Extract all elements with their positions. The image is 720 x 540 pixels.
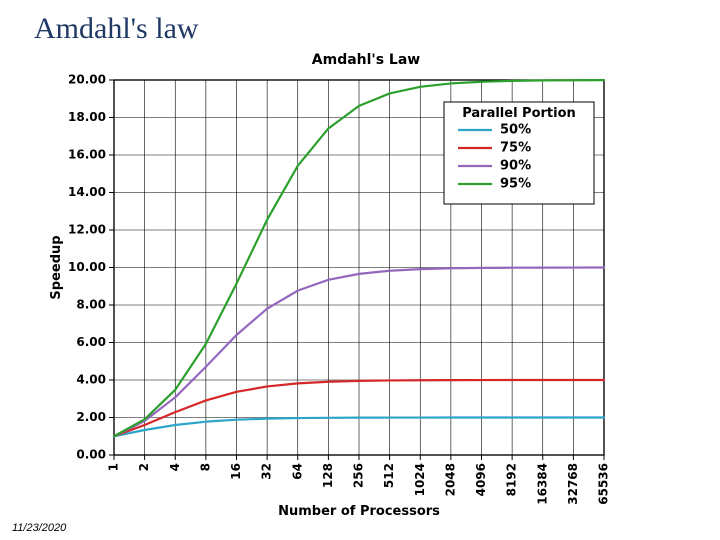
y-tick-label: 6.00 [76,335,106,349]
x-tick-label: 8192 [505,463,519,496]
x-tick-label: 32 [260,463,274,480]
y-tick-label: 8.00 [76,298,106,312]
x-tick-label: 16384 [535,463,549,505]
x-tick-label: 1024 [413,463,427,496]
legend-label: 95% [500,177,531,192]
y-tick-label: 4.00 [76,373,106,387]
x-tick-label: 65536 [597,463,611,505]
legend-label: 90% [500,159,531,174]
y-tick-label: 14.00 [68,185,106,199]
slide-container: Amdahl's law 11/23/2020 Amdahl's Law 1 2 4… [0,0,720,540]
y-tick-label: 0.00 [76,448,106,462]
x-tick-label: 8 [198,463,212,471]
x-tick-label: 64 [290,463,304,480]
y-tick-label: 20.00 [68,73,106,87]
y-tick-label: 16.00 [68,148,106,162]
legend-label: 50% [500,123,531,138]
chart-svg: 1 2 4 8 16 32 64 128 256 512 1024 2048 4096 8192 16384… [44,72,688,522]
x-tick-label: 256 [352,463,366,488]
legend-title: Parallel Portion [462,106,576,121]
x-tick-label: 4096 [474,463,488,496]
date-footer: 11/23/2020 [12,522,66,534]
y-tick-label: 2.00 [76,410,106,424]
y-tick-label: 10.00 [68,260,106,274]
x-tick-label: 2 [137,463,151,471]
x-tick-label: 32768 [566,463,580,505]
y-axis-label: Speedup [49,235,64,299]
y-tick-label: 12.00 [68,223,106,237]
x-axis-label: Number of Processors [278,504,440,519]
y-tick-label: 18.00 [68,110,106,124]
legend-label: 75% [500,141,531,156]
chart-container: Amdahl's Law 1 2 4 8 16 32 64 128 256 512 1024 2048… [44,52,688,522]
x-tick-label: 4 [168,463,182,471]
x-tick-label: 16 [229,463,243,480]
x-tick-label: 128 [321,463,335,488]
slide-title: Amdahl's law [34,12,199,46]
x-tick-label: 2048 [443,463,457,496]
x-tick-label: 512 [382,463,396,488]
chart-title: Amdahl's Law [44,52,688,68]
x-tick-label: 1 [107,463,121,471]
